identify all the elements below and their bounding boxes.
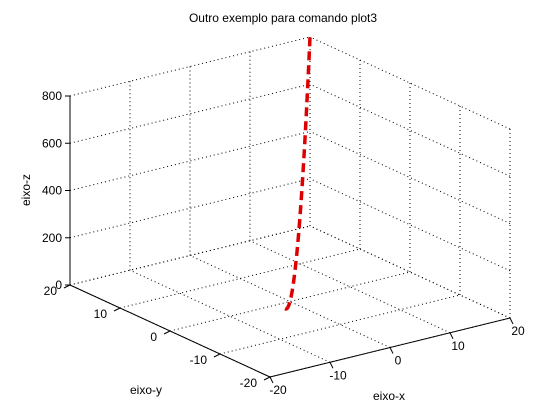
axes-box xyxy=(63,95,514,384)
x-tick-mark xyxy=(509,317,514,325)
grid-line xyxy=(249,240,451,334)
y-tick-mark xyxy=(113,307,121,312)
x-tick-mark xyxy=(449,332,454,339)
grid xyxy=(69,36,511,378)
x-tick-label: 0 xyxy=(395,354,402,368)
y-tick-mark xyxy=(213,353,221,358)
grid-line xyxy=(189,255,391,348)
z-tick-label: 400 xyxy=(42,184,62,198)
z-tick-label: 600 xyxy=(42,136,62,150)
grid-line xyxy=(69,178,311,239)
x-tick-label: -20 xyxy=(269,383,287,397)
grid-line xyxy=(309,178,511,272)
grid-line xyxy=(119,248,361,309)
x-tick-mark xyxy=(269,376,274,384)
series-curve xyxy=(284,36,312,311)
y-tick-label: -10 xyxy=(190,353,208,367)
z-tick-label: 0 xyxy=(55,278,62,292)
grid-line xyxy=(69,83,311,144)
x-tick-label: 20 xyxy=(511,324,525,338)
y-tick-label: 10 xyxy=(94,307,108,321)
y-tick-mark xyxy=(163,330,171,335)
x-tick-label: -10 xyxy=(329,368,347,382)
grid-line xyxy=(69,131,311,191)
chart-title: Outro exemplo para comando plot3 xyxy=(189,11,377,25)
y-tick-label: 20 xyxy=(44,284,58,298)
grid-line xyxy=(169,271,411,332)
grid-line xyxy=(309,131,511,224)
series-line xyxy=(284,36,312,311)
y-tick-label: 0 xyxy=(150,330,157,344)
grid-line xyxy=(219,294,461,355)
z-tick-label: 200 xyxy=(42,231,62,245)
y-tick-mark xyxy=(263,376,271,381)
x-tick-label: 10 xyxy=(451,339,465,353)
grid-line xyxy=(309,225,511,319)
x-axis-label: eixo-x xyxy=(373,389,405,403)
grid-line xyxy=(309,83,511,177)
x-tick-mark xyxy=(389,347,394,354)
x-tick-mark xyxy=(329,362,334,369)
y-axis-label: eixo-y xyxy=(130,383,162,397)
z-axis-label: eixo-z xyxy=(19,174,33,206)
y-tick-label: -20 xyxy=(240,376,258,390)
grid-line xyxy=(129,269,331,363)
grid-line xyxy=(309,36,511,130)
z-tick-label: 800 xyxy=(42,89,62,103)
